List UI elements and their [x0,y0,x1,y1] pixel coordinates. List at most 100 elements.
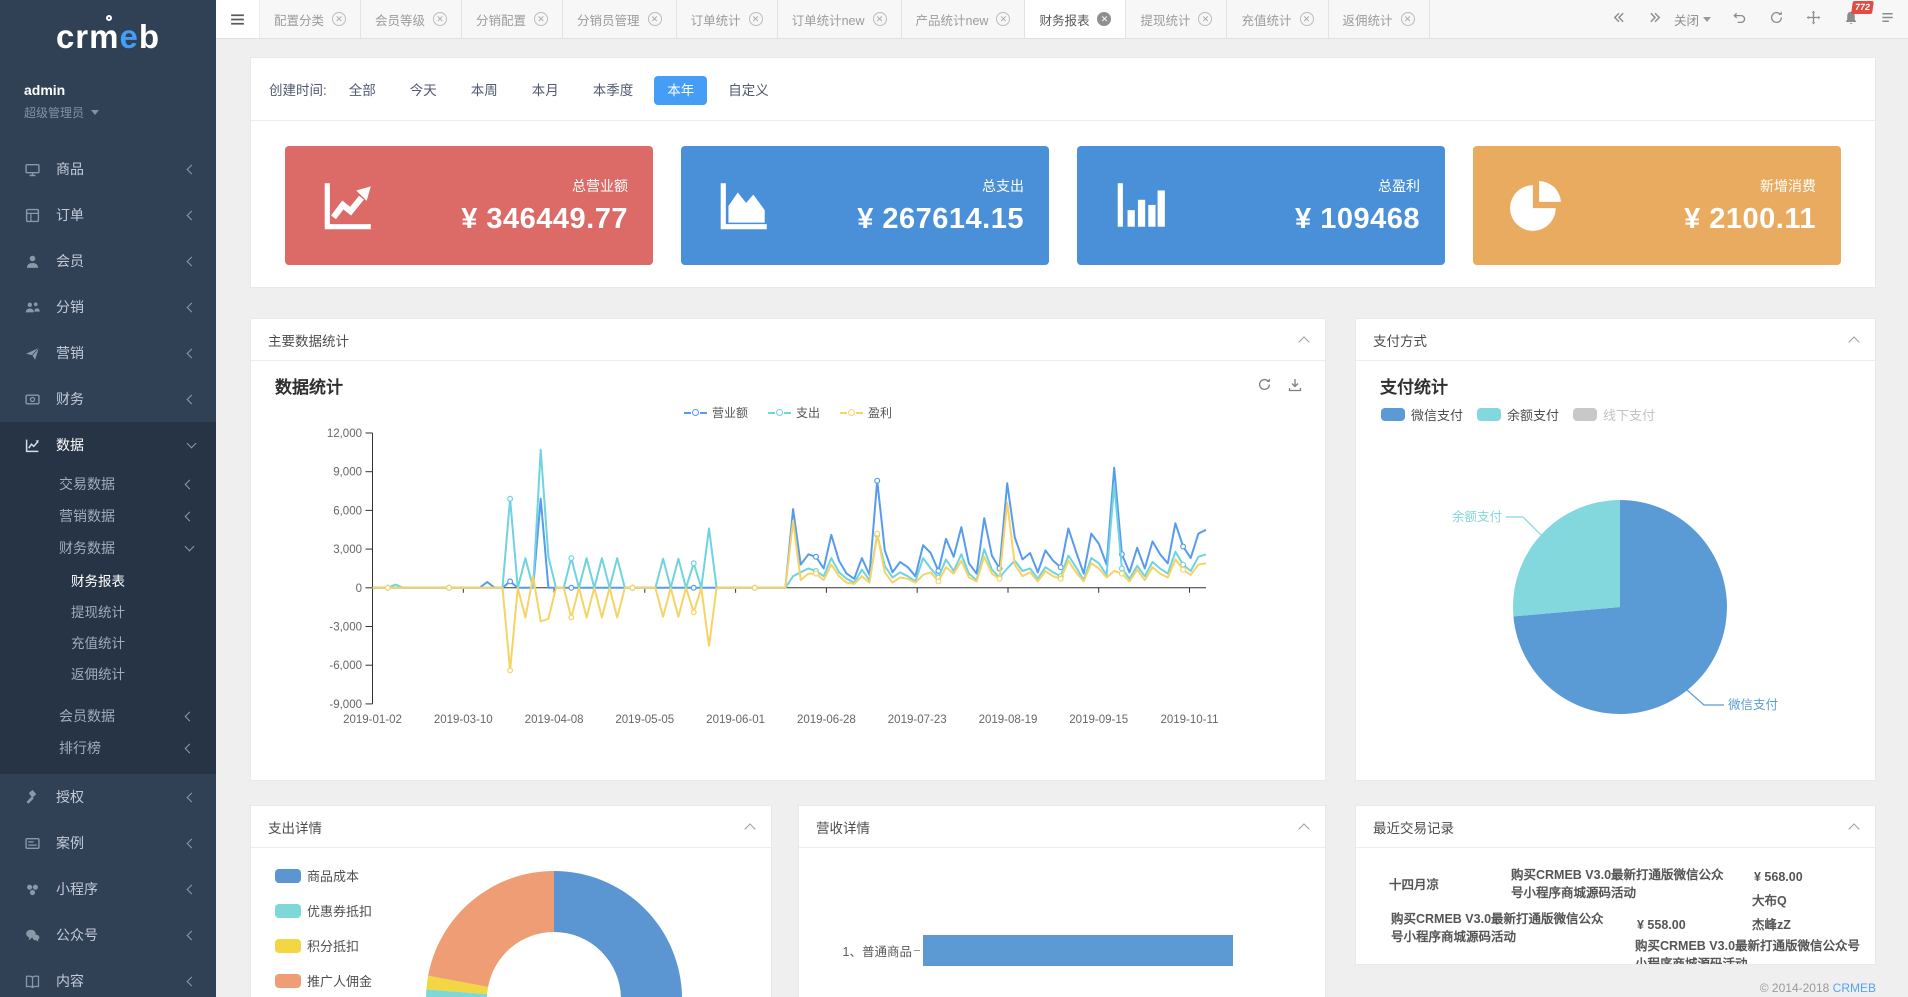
sidebar-item-授权[interactable]: 授权 [0,774,216,820]
tab-充值统计[interactable]: 充值统计 ✕ [1227,0,1329,38]
sidebar-subitem-会员数据[interactable]: 会员数据 [0,700,216,732]
sidebar-toggle-button[interactable] [216,0,260,38]
tab-close-icon[interactable]: ✕ [872,12,887,26]
fullscreen-button[interactable] [1795,0,1832,38]
sidebar-subitem-label: 营销数据 [59,508,115,524]
chevron-down-icon [184,541,195,552]
bell-icon [1843,10,1859,29]
user-role-label: 超级管理员 [24,106,85,120]
legend-label: 微信支付 [1411,408,1464,423]
collapse-chevron-icon[interactable] [1298,822,1310,835]
notifications-button[interactable]: 772 [1832,0,1874,38]
legend-item-盈利[interactable]: 盈利 [840,404,892,421]
tab-close-icon[interactable]: ✕ [1299,12,1314,26]
tab-订单统计new[interactable]: 订单统计new ✕ [778,0,902,38]
sidebar-subitem-返佣统计[interactable]: 返佣统计 [71,666,125,682]
legend-item-推广人佣金[interactable]: 推广人佣金 [275,971,372,990]
chevron-left-icon [184,479,195,489]
caret-down-icon [1703,16,1711,26]
sidebar-item-内容[interactable]: 内容 [0,958,216,997]
filter-option-今天[interactable]: 今天 [409,83,437,98]
legend-item-积分抵扣[interactable]: 积分抵扣 [275,936,372,955]
svg-text:6,000: 6,000 [333,505,362,517]
collapse-chevron-icon[interactable] [744,822,756,835]
tab-close-icon[interactable]: ✕ [332,12,347,26]
legend-item-余额支付[interactable]: 余额支付 [1477,405,1559,424]
close-tabs-label: 关闭 [1673,13,1699,28]
undo-button[interactable] [1721,0,1758,38]
svg-text:余额支付: 余额支付 [1452,509,1502,524]
close-tabs-dropdown[interactable]: 关闭 [1674,0,1711,38]
sidebar-item-分销[interactable]: 分销 [0,284,216,330]
tab-配置分类[interactable]: 配置分类 ✕ [260,0,362,38]
line-chart-title: 数据统计 [275,378,343,397]
user-name: admin [24,82,66,98]
tab-返佣统计[interactable]: 返佣统计 ✕ [1329,0,1430,38]
filter-option-本年[interactable]: 本年 [654,76,708,105]
sidebar-subitem-财务报表[interactable]: 财务报表 [71,573,125,589]
stat-card-总营业额: 总营业额 ¥ 346449.77 [285,146,653,265]
tab-提现统计[interactable]: 提现统计 ✕ [1126,0,1228,38]
tab-close-icon[interactable]: ✕ [996,12,1011,26]
tab-close-icon[interactable]: ✕ [1198,12,1213,26]
scroll-right-button[interactable] [1637,0,1674,38]
sidebar-item-label: 分销 [56,299,84,315]
legend-item-支出[interactable]: 支出 [767,404,820,421]
legend-item-微信支付[interactable]: 微信支付 [1381,405,1463,424]
sidebar-subitem-提现统计[interactable]: 提现统计 [71,604,125,620]
tab-订单统计[interactable]: 订单统计 ✕ [677,0,778,38]
tab-close-icon[interactable]: ✕ [433,12,448,26]
filter-option-本月[interactable]: 本月 [531,83,559,98]
collapse-chevron-icon[interactable] [1298,335,1310,348]
chevron-left-icon [186,838,197,848]
sidebar-subitem-交易数据[interactable]: 交易数据 [0,468,216,500]
collapse-chevron-icon[interactable] [1848,822,1860,835]
tab-财务报表[interactable]: 财务报表 ✕ [1025,0,1127,38]
task-list-button[interactable] [1869,0,1906,38]
sidebar-item-会员[interactable]: 会员 [0,238,216,284]
legend-marker-icon [767,409,791,416]
filter-option-本季度[interactable]: 本季度 [592,83,634,98]
sidebar-item-商品[interactable]: 商品 [0,146,216,192]
filter-card: 创建时间: 全部 今天 本周 本月 本季度 本年 自定义 总营业额 ¥ 346449.77 总支… [250,57,1876,288]
download-icon[interactable] [1287,377,1303,393]
sidebar-item-数据[interactable]: 数据 [0,422,216,468]
sidebar-subitem-财务数据[interactable]: 财务数据 [0,532,216,564]
sidebar-item-案例[interactable]: 案例 [0,820,216,866]
refresh-icon[interactable] [1257,377,1272,393]
sidebar-item-订单[interactable]: 订单 [0,192,216,238]
tab-close-icon[interactable]: ✕ [647,12,662,26]
sidebar-subitem-营销数据[interactable]: 营销数据 [0,500,216,532]
tab-close-icon[interactable]: ✕ [534,12,549,26]
footer-brand-link[interactable]: CRMEB [1832,981,1876,995]
tab-产品统计new[interactable]: 产品统计new ✕ [902,0,1026,38]
filter-option-本周[interactable]: 本周 [470,83,498,98]
legend-item-商品成本[interactable]: 商品成本 [275,866,372,885]
sidebar-item-label: 授权 [56,789,84,805]
filter-option-全部[interactable]: 全部 [348,83,376,98]
tab-close-icon[interactable]: ✕ [1097,12,1112,26]
tab-label: 返佣统计 [1342,13,1393,28]
legend-item-线下支付[interactable]: 线下支付 [1573,405,1655,424]
tab-close-icon[interactable]: ✕ [1400,12,1415,26]
bar[interactable] [923,935,1233,966]
tab-分销配置[interactable]: 分销配置 ✕ [462,0,564,38]
filter-option-自定义[interactable]: 自定义 [728,83,769,98]
sidebar-subitem-排行榜[interactable]: 排行榜 [0,732,216,764]
sidebar-item-财务[interactable]: 财务 [0,376,216,422]
user-role-dropdown[interactable]: 超级管理员 [24,104,100,121]
sidebar-item-营销[interactable]: 营销 [0,330,216,376]
legend-item-营业额[interactable]: 营业额 [683,404,748,421]
tab-close-icon[interactable]: ✕ [748,12,763,26]
legend-item-优惠券抵扣[interactable]: 优惠券抵扣 [275,901,372,920]
scroll-left-button[interactable] [1600,0,1637,38]
tab-分销员管理[interactable]: 分销员管理 ✕ [563,0,677,38]
sidebar-item-公众号[interactable]: 公众号 [0,912,216,958]
sidebar-subitem-充值统计[interactable]: 充值统计 [71,635,125,651]
collapse-chevron-icon[interactable] [1848,335,1860,348]
sidebar-item-小程序[interactable]: 小程序 [0,866,216,912]
refresh-button[interactable] [1758,0,1795,38]
refresh-icon [1769,10,1784,28]
brand-logo[interactable]: crm eb [0,0,216,72]
tab-会员等级[interactable]: 会员等级 ✕ [361,0,463,38]
